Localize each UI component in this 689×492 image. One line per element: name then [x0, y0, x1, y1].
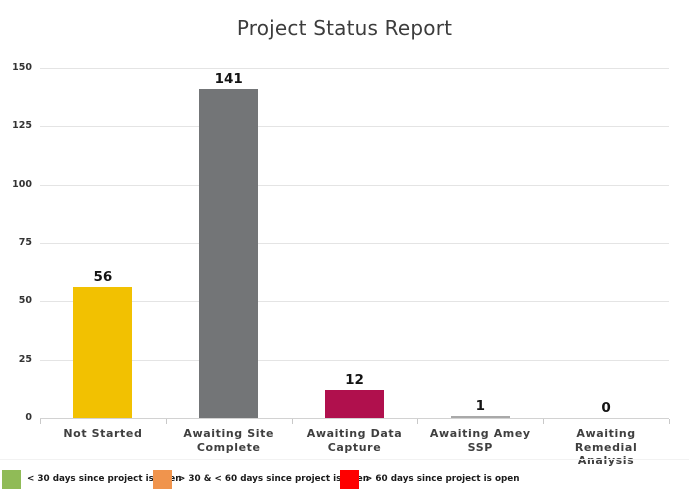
legend-label: < 30 days since project is open: [27, 474, 182, 484]
legend-label: > 30 & < 60 days since project is open: [178, 474, 369, 484]
legend-swatch-icon: [2, 470, 21, 489]
x-axis-tick: [669, 419, 670, 424]
gridline-100: [40, 184, 669, 186]
gridline-50: [40, 301, 669, 303]
bar-not-started: [73, 287, 133, 419]
y-axis-tick-label: 0: [25, 412, 32, 423]
y-axis-tick-label: 100: [12, 178, 32, 190]
legend-swatch-icon: [153, 470, 172, 489]
x-axis-category-label: Not Started: [63, 427, 143, 440]
x-axis-line: [40, 418, 669, 419]
bar-value-label: 56: [93, 269, 113, 286]
y-axis-tick-label: 75: [18, 237, 32, 248]
legend-swatch-icon: [340, 470, 359, 489]
bar-value-label: 1: [475, 397, 485, 414]
chart-legend: < 30 days since project is open > 30 & < …: [0, 459, 689, 492]
x-axis-tick: [543, 419, 545, 424]
y-axis-tick-label: 150: [12, 62, 32, 73]
x-axis-tick: [165, 419, 167, 424]
bar-awaiting-data-capture: [325, 390, 384, 418]
gridline-25: [40, 359, 669, 361]
bar-value-label: 0: [601, 400, 611, 416]
y-axis-tick-label: 50: [18, 295, 32, 307]
x-axis-category-label: Awaiting Remedial Analysis: [574, 427, 638, 467]
x-axis-category-label: Awaiting Amey SSP: [429, 427, 531, 454]
gridline-125: [40, 126, 669, 128]
x-axis-tick: [40, 419, 41, 424]
gridline-75: [40, 243, 669, 244]
bar-awaiting-amey-ssp: [450, 415, 510, 418]
legend-label: > 60 days since project is open: [365, 474, 520, 484]
x-axis-tick: [417, 419, 419, 424]
y-axis-tick-label: 125: [12, 120, 32, 132]
gridline-150: [40, 68, 669, 69]
x-axis-category-label: Awaiting Site Complete: [183, 427, 275, 454]
bar-value-label: 141: [214, 71, 243, 87]
bar-value-label: 12: [345, 372, 364, 388]
x-axis-tick: [291, 419, 293, 424]
bar-awaiting-site-complete: [199, 89, 259, 418]
y-axis-tick-label: 25: [18, 353, 32, 365]
chart-title: Project Status Report: [236, 16, 453, 40]
x-axis-category-label: Awaiting Data Capture: [306, 427, 403, 454]
